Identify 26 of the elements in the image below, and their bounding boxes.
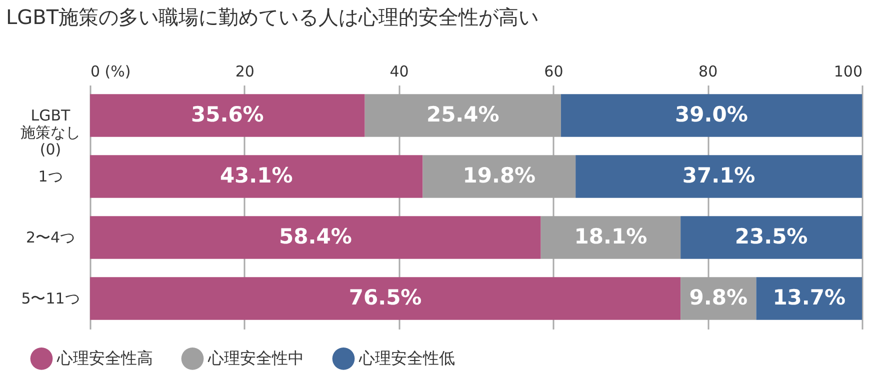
x-tick-label: 0 (%) [90, 62, 131, 80]
y-tick-label: 2〜4つ [26, 228, 76, 246]
data-label: 9.8% [689, 286, 748, 310]
y-tick-label: 5〜11つ [21, 290, 80, 308]
data-label: 13.7% [772, 286, 846, 310]
data-label: 58.4% [278, 224, 352, 248]
data-label: 23.5% [734, 224, 808, 248]
x-tick-label: 40 [390, 62, 409, 80]
x-tick-label: 60 [544, 62, 564, 80]
data-label: 25.4% [426, 102, 500, 126]
x-tick-label: 20 [235, 62, 254, 80]
x-tick-label: 80 [698, 62, 718, 80]
legend-label: 心理安全性高 [56, 348, 153, 368]
data-label: 35.6% [190, 102, 264, 126]
data-label: 39.0% [675, 102, 748, 126]
data-label: 18.1% [574, 224, 648, 248]
legend-label: 心理安全性中 [207, 348, 304, 368]
data-label: 19.8% [462, 164, 536, 188]
y-tick-label: 1つ [38, 168, 63, 186]
data-label: 37.1% [682, 164, 756, 188]
data-label: 76.5% [348, 286, 422, 310]
y-tick-label: LGBT 施策なし (0) [20, 106, 80, 158]
legend-label: 心理安全性低 [358, 348, 455, 368]
x-tick-label: 100 [834, 62, 862, 80]
chart-title: LGBT施策の多い職場に勤めている人は心理的安全性が高い [6, 5, 539, 29]
data-label: 43.1% [220, 164, 293, 188]
